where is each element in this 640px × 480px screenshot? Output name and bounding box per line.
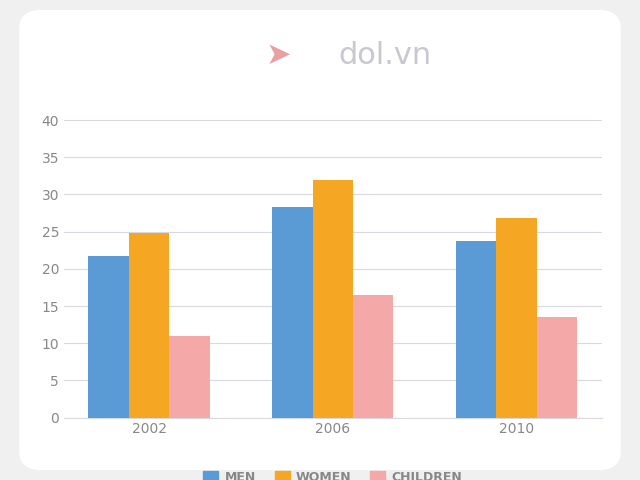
Bar bbox=[537, 317, 577, 418]
Bar bbox=[497, 218, 537, 418]
Bar bbox=[272, 207, 312, 418]
Text: ➤: ➤ bbox=[265, 41, 291, 70]
Text: dol.vn: dol.vn bbox=[338, 41, 431, 70]
Bar bbox=[88, 256, 129, 418]
FancyBboxPatch shape bbox=[19, 10, 621, 470]
Bar bbox=[129, 233, 169, 418]
Bar bbox=[312, 180, 353, 418]
Bar bbox=[353, 295, 394, 418]
Bar bbox=[456, 241, 497, 418]
Bar bbox=[169, 336, 210, 418]
Legend: MEN, WOMEN, CHILDREN: MEN, WOMEN, CHILDREN bbox=[198, 466, 467, 480]
